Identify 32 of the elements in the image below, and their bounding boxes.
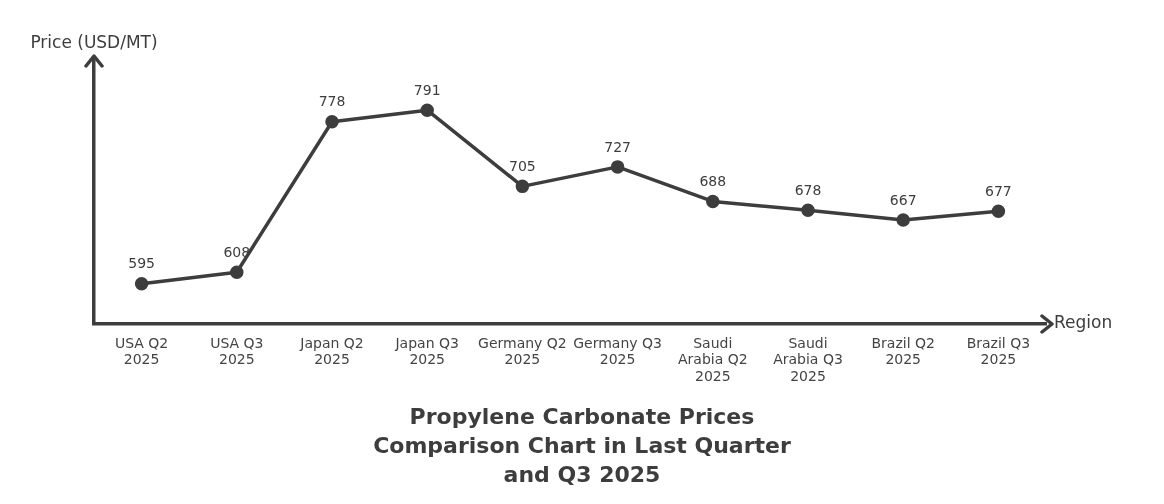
point	[610, 160, 625, 174]
x-tick-label: USA Q2 2025	[114, 334, 169, 368]
x-tick-label: Japan Q3 2025	[394, 334, 459, 368]
x-tick-label: Germany Q3 2025	[573, 334, 662, 368]
x-axis-title: Region	[1054, 312, 1113, 333]
point	[325, 114, 339, 129]
y-axis-title: Price (USD/MT)	[30, 31, 158, 52]
point	[706, 194, 720, 209]
x-tick-label: Brazil Q3 2025	[966, 334, 1031, 368]
x-tick-label: Saudi Arabia Q2 2025	[677, 334, 748, 385]
data-label: 667	[889, 191, 917, 208]
data-label: 778	[318, 93, 346, 110]
data-label: 727	[604, 138, 631, 155]
x-tick-label: Japan Q2 2025	[299, 334, 364, 368]
data-label: 688	[699, 173, 727, 190]
data-label: 705	[509, 158, 536, 175]
point	[515, 179, 530, 194]
data-label: 595	[128, 255, 155, 272]
point	[801, 203, 815, 218]
point	[230, 265, 244, 279]
data-label: 677	[985, 182, 1012, 199]
point	[896, 213, 910, 227]
point	[134, 277, 149, 291]
x-tick-label: USA Q3 2025	[210, 334, 264, 368]
data-label: 678	[794, 181, 822, 198]
x-tick-label: Saudi Arabia Q3 2025	[773, 334, 843, 385]
point	[420, 103, 434, 117]
text: Propylene Carbonate Prices Comparison Chart in Last Quarter and Q3 2025	[372, 403, 792, 489]
data-label: 791	[413, 81, 441, 98]
x-tick-label: Brazil Q2 2025	[871, 334, 935, 368]
x-tick-label: Germany Q2 2025	[478, 334, 567, 368]
point	[991, 204, 1006, 218]
